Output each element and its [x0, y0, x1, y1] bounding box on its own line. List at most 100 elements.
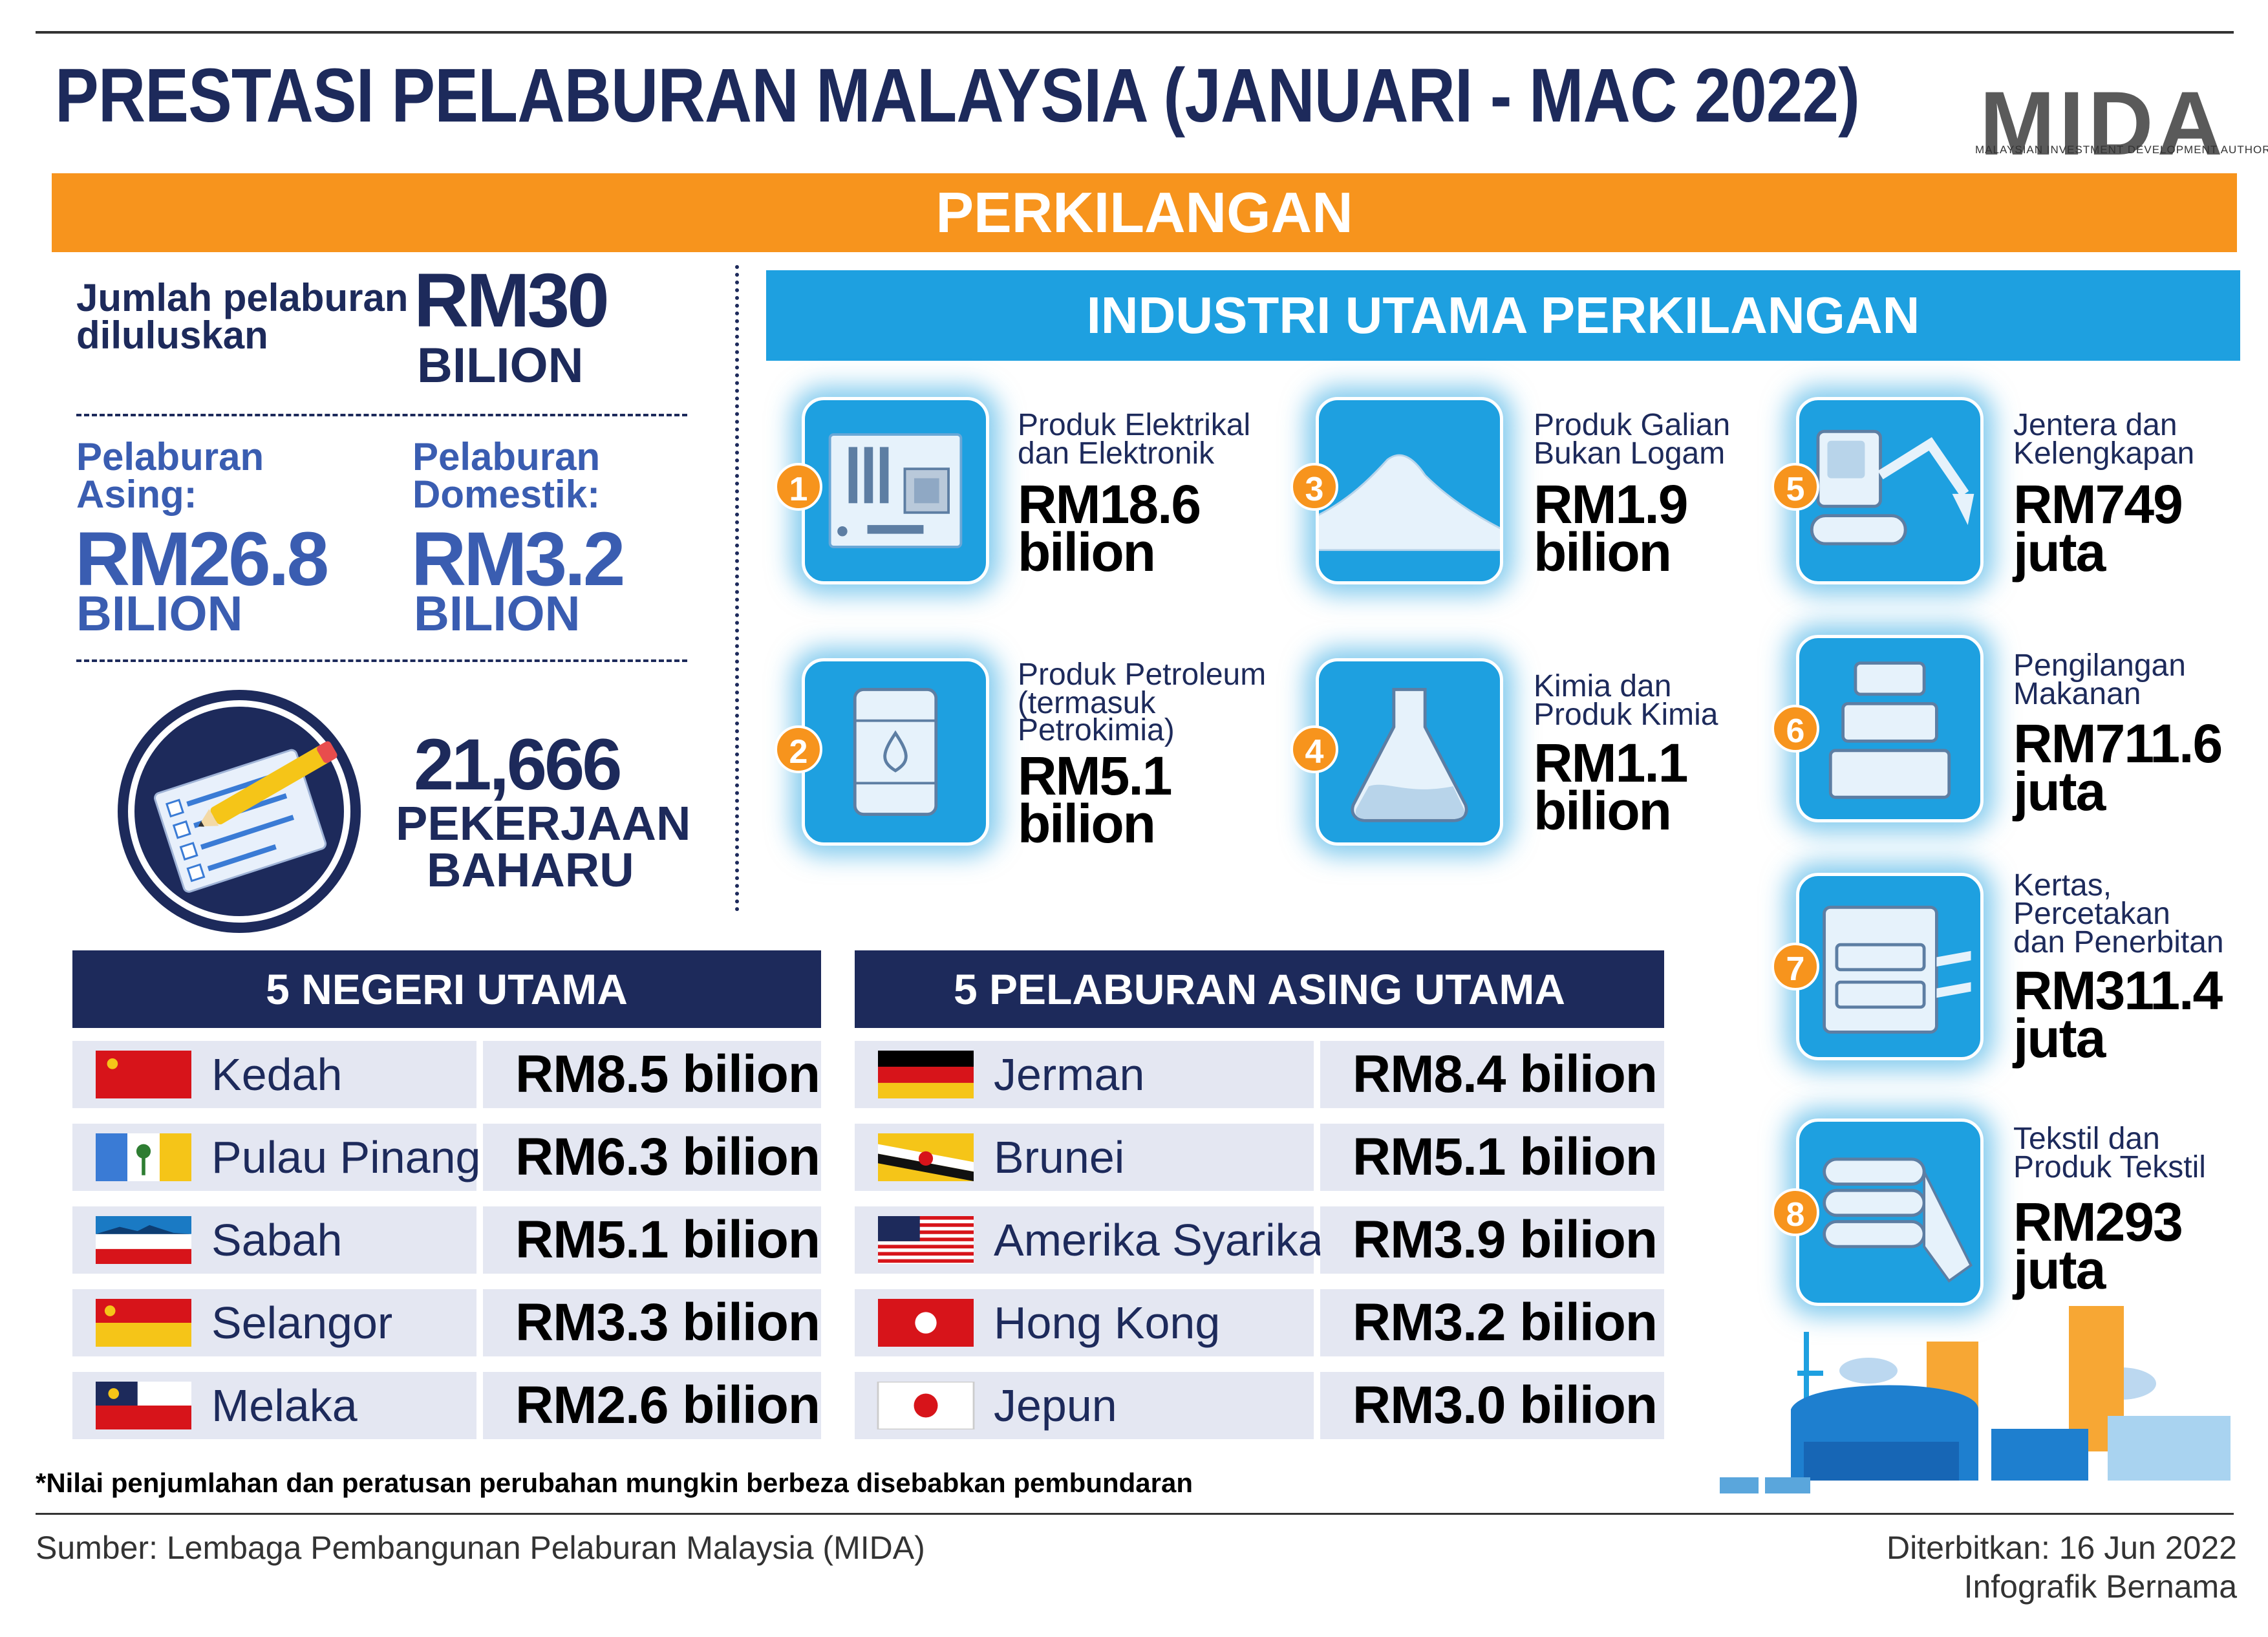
industries-heading-bar: INDUSTRI UTAMA PERKILANGAN — [766, 270, 2240, 361]
foreign-row: Jepun RM3.0 bilion — [855, 1372, 1664, 1439]
states-row: Kedah RM8.5 bilion — [72, 1041, 821, 1108]
rank-badge-2: 2 — [775, 725, 822, 773]
vertical-divider — [735, 265, 739, 912]
foreign-table-heading: 5 PELABURAN ASING UTAMA — [855, 950, 1664, 1028]
rank-badge-3: 3 — [1290, 463, 1338, 511]
industry-7-value: RM311.4 — [2013, 960, 2223, 1021]
mida-logo-subtitle: MALAYSIAN INVESTMENT DEVELOPMENT AUTHORI… — [1975, 144, 2268, 156]
industry-8-value: RM293 — [2013, 1192, 2183, 1252]
total-investment-label: Jumlah pelaburan diluluskan — [76, 276, 409, 357]
industry-2-name-line-2: (termasuk — [1018, 686, 1156, 720]
foreign-row: Brunei RM5.1 bilion — [855, 1124, 1664, 1191]
flask-icon — [1316, 658, 1503, 846]
foreign-flag-icon — [874, 1051, 978, 1098]
foreign-row: Jerman RM8.4 bilion — [855, 1041, 1664, 1108]
foreign-name-cell: Jepun — [855, 1372, 1314, 1439]
states-value: RM8.5 bilion — [515, 1045, 820, 1104]
states-flag-icon — [92, 1133, 195, 1181]
industry-7-name-line-3: dan Penerbitan — [2013, 925, 2224, 959]
industry-3-unit: bilion — [1534, 522, 1672, 583]
rank-badge-4: 4 — [1290, 725, 1338, 773]
foreign-name-cell: Brunei — [855, 1124, 1314, 1191]
foreign-value-cell: RM5.1 bilion — [1320, 1124, 1664, 1191]
total-investment-unit: BILION — [417, 338, 584, 393]
foreign-row: Amerika Syarikat RM3.9 bilion — [855, 1206, 1664, 1274]
states-row: Melaka RM2.6 bilion — [72, 1372, 821, 1439]
industry-4-unit: bilion — [1534, 780, 1672, 841]
industry-8-name-line-2: Produk Tekstil — [2013, 1150, 2206, 1184]
rank-badge-8: 8 — [1771, 1188, 1819, 1236]
industry-4-name-line-2: Produk Kimia — [1534, 698, 1718, 732]
mineral-pile-icon — [1280, 397, 1508, 584]
foreign-name: Amerika Syarikat — [994, 1215, 1336, 1265]
states-flag-icon — [92, 1299, 195, 1347]
foreign-name-cell: Jerman — [855, 1041, 1314, 1108]
states-name-cell: Kedah — [72, 1041, 476, 1108]
foreign-flag-icon — [874, 1380, 978, 1431]
foreign-name: Hong Kong — [994, 1298, 1221, 1348]
states-value: RM5.1 bilion — [515, 1210, 820, 1269]
rank-badge-7: 7 — [1771, 943, 1819, 990]
infographic-credit: Infografik Bernama — [1963, 1568, 2237, 1605]
divider — [76, 659, 687, 662]
states-name-cell: Selangor — [72, 1289, 476, 1356]
industry-1-name-line-1: Produk Elektrikal — [1018, 408, 1251, 442]
industry-2-unit: bilion — [1018, 793, 1156, 854]
section-banner: PERKILANGAN — [52, 173, 2237, 252]
published-date: Diterbitkan: 16 Jun 2022 — [1886, 1530, 2237, 1566]
industry-3-name-line-1: Produk Galian — [1534, 408, 1731, 442]
states-value: RM6.3 bilion — [515, 1128, 820, 1186]
foreign-name-cell: Amerika Syarikat — [855, 1206, 1336, 1274]
domestic-investment-unit: BILION — [414, 586, 581, 641]
states-value-cell: RM8.5 bilion — [483, 1041, 821, 1108]
page-title: PRESTASI PELABURAN MALAYSIA (JANUARI - M… — [55, 53, 1860, 138]
industry-7-unit: juta — [2013, 1008, 2106, 1069]
foreign-value: RM3.2 bilion — [1353, 1293, 1658, 1352]
states-row: Pulau Pinang RM6.3 bilion — [72, 1124, 821, 1191]
source-text: Sumber: Lembaga Pembangunan Pelaburan Ma… — [36, 1530, 925, 1566]
folded-textile-icon — [1796, 1118, 1984, 1306]
oil-barrel-icon — [802, 658, 989, 846]
states-flag-icon — [92, 1051, 195, 1098]
foreign-flag-icon — [874, 1299, 978, 1347]
states-value-cell: RM3.3 bilion — [483, 1289, 821, 1356]
new-jobs-value: 21,666 — [414, 724, 623, 805]
industry-5-name-line-1: Jentera dan — [2013, 408, 2177, 442]
industry-4-value: RM1.1 — [1534, 733, 1688, 793]
states-name: Kedah — [211, 1049, 343, 1100]
industry-6-name-line-1: Pengilangan — [2013, 648, 2186, 683]
industries-heading: INDUSTRI UTAMA PERKILANGAN — [1086, 286, 1920, 344]
foreign-investment-label: Pelaburan Asing: — [76, 435, 264, 516]
foreign-value: RM3.9 bilion — [1353, 1210, 1658, 1269]
new-jobs-label-1: PEKERJAAN — [396, 797, 691, 850]
states-value-cell: RM2.6 bilion — [483, 1372, 821, 1439]
industry-8-name-line-1: Tekstil dan — [2013, 1122, 2160, 1156]
states-row: Sabah RM5.1 bilion — [72, 1206, 821, 1274]
footnote: *Nilai penjumlahan dan peratusan perubah… — [36, 1468, 1193, 1498]
foreign-value-cell: RM3.2 bilion — [1320, 1289, 1664, 1356]
industry-1-name-line-2: dan Elektronik — [1018, 436, 1215, 471]
industry-2-name-line-3: Petrokimia) — [1018, 713, 1175, 747]
domestic-investment-value: RM3.2 — [411, 517, 626, 602]
factory-illustration — [1707, 1287, 2237, 1506]
industry-7-name-line-2: Percetakan — [2013, 897, 2170, 931]
states-name-cell: Sabah — [72, 1206, 476, 1274]
foreign-flag-icon — [874, 1216, 978, 1264]
food-container-icon — [1796, 635, 1984, 822]
section-banner-label: PERKILANGAN — [936, 180, 1353, 244]
foreign-investment-value: RM26.8 — [75, 517, 329, 602]
foreign-value: RM5.1 bilion — [1353, 1128, 1658, 1186]
industry-3-name-line-2: Bukan Logam — [1534, 436, 1726, 471]
foreign-name: Brunei — [994, 1132, 1125, 1182]
foreign-value-cell: RM3.9 bilion — [1320, 1206, 1664, 1274]
states-value-cell: RM5.1 bilion — [483, 1206, 821, 1274]
total-investment-value: RM30 — [414, 258, 610, 343]
states-value: RM3.3 bilion — [515, 1293, 820, 1352]
industry-8-unit: juta — [2013, 1239, 2106, 1300]
top-rule — [36, 31, 2234, 34]
industry-7-name-line-1: Kertas, — [2013, 868, 2112, 903]
states-row: Selangor RM3.3 bilion — [72, 1289, 821, 1356]
industry-2-value: RM5.1 — [1018, 745, 1172, 806]
states-name-cell: Pulau Pinang — [72, 1124, 480, 1191]
industry-1-unit: bilion — [1018, 522, 1156, 583]
